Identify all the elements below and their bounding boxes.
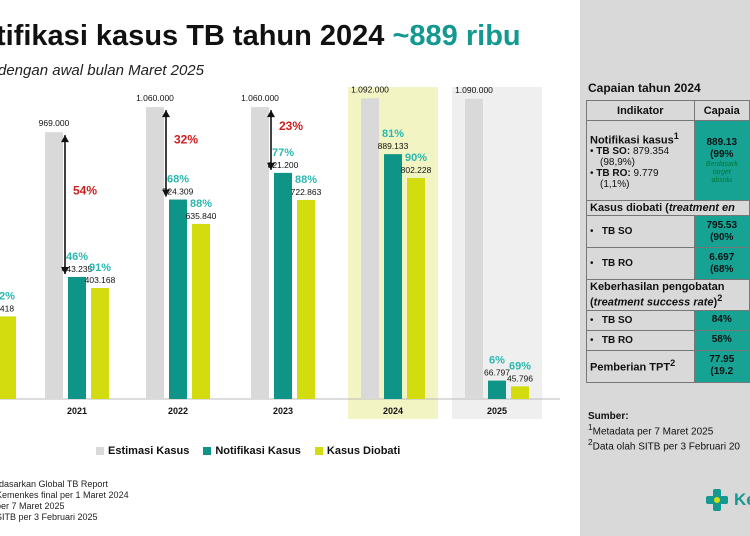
value-label-1-2021: 443.235 [62, 264, 93, 274]
sources: Sumber: 1Metadata per 7 Maret 2025 2Data… [588, 411, 740, 453]
gap-label-2022: 32% [174, 132, 198, 146]
col-indikator: Indikator [586, 100, 695, 121]
panel-title: Capaian tahun 2024 [588, 81, 701, 95]
value-label-2-2023: 722.863 [291, 187, 322, 197]
tpt-value: 77.95 (19.2 [693, 349, 750, 383]
footnote-4: SITB per 3 Februari 2025 [0, 512, 98, 522]
bar-2-2021 [91, 287, 109, 399]
pct-label-2-2025: 69% [509, 360, 531, 372]
logo-text: Ke [734, 490, 750, 509]
pct-label-2-2024: 90% [405, 152, 427, 164]
bar-1-2024 [384, 154, 402, 399]
bar-2-2025 [511, 386, 529, 399]
kemenkes-logo-icon [706, 489, 728, 511]
value-label-0-2022: 1.060.000 [136, 93, 174, 103]
value-label-1-2024: 889.133 [378, 141, 409, 151]
value-label-0-2023: 1.060.000 [241, 93, 279, 103]
bar-2-2024 [407, 178, 425, 399]
pct-label-1-2023: 77% [272, 147, 294, 159]
value-label-0-2024: 1.092.000 [351, 84, 389, 94]
pct-label-2-2021: 91% [89, 262, 111, 274]
bar-0-2023 [251, 107, 269, 399]
legend-item-estimasi: Estimasi Kasus [96, 445, 189, 457]
footnotes: rdasarkan Global TB Report Kemenkes fina… [0, 479, 129, 523]
value-label-1-2025: 66.797 [484, 368, 510, 378]
title-accent: ~889 ribu [392, 20, 521, 52]
bar-2-2022 [192, 223, 210, 399]
legend-item-diobati: Kasus Diobati [314, 445, 400, 457]
pct-label-1-2025: 6% [489, 355, 505, 367]
tick-label-2024: 2024 [383, 406, 403, 416]
gap-arrow-head-bottom-2021 [61, 266, 69, 274]
tpt-label: Pemberian TPT2 [586, 349, 695, 383]
success-header: Keberhasilan pengobatan (treatment succes… [586, 279, 750, 311]
gap-arrow-head-top-2021 [61, 135, 69, 143]
gap-arrow-head-top-2023 [267, 110, 275, 118]
bar-1-2021 [68, 276, 86, 399]
pct-label-1-2021: 46% [66, 251, 88, 263]
bar-0-2025 [465, 98, 483, 399]
pct-label-2-2023: 88% [295, 174, 317, 186]
bar-1-2022 [169, 199, 187, 399]
legend-item-notifikasi: Notifikasi Kasus [203, 445, 301, 457]
capaian-panel: Capaian tahun 2024 Indikator Capaia Noti… [580, 0, 750, 536]
value-label-2-2020: 418 [0, 303, 14, 313]
value-label-0-2021: 969.000 [39, 118, 70, 128]
notif-cell: Notifikasi kasus1 • TB SO: 879.354 (98,9… [586, 120, 695, 201]
gap-label-2023: 23% [279, 119, 303, 133]
chart-legend: Estimasi Kasus Notifikasi Kasus Kasus Di… [96, 445, 400, 457]
tick-label-2023: 2023 [273, 406, 293, 416]
gap-arrow-head-bottom-2023 [267, 162, 275, 170]
value-label-2-2021: 403.168 [85, 275, 116, 285]
footnote-1: rdasarkan Global TB Report [0, 479, 108, 489]
gap-arrow-head-bottom-2022 [162, 189, 170, 197]
success-ro-label: • TB RO [586, 329, 695, 351]
gap-label-2021: 54% [73, 184, 97, 198]
treat-ro-value: 6.697 (68% [693, 247, 750, 280]
treat-so-value: 795.53 (90% [693, 215, 750, 248]
tick-label-2025: 2025 [487, 406, 507, 416]
page-subtitle: dengan awal bulan Maret 2025 [0, 62, 204, 79]
page-title: tifikasi kasus TB tahun 2024 ~889 ribu [0, 20, 521, 52]
treat-ro-label: • TB RO [586, 247, 695, 280]
tick-label-2022: 2022 [168, 406, 188, 416]
bar-0-2022 [146, 107, 164, 399]
pct-label-2-2022: 88% [190, 198, 212, 210]
bar-0-2021 [45, 132, 63, 400]
bar-0-2024 [361, 98, 379, 400]
value-label-1-2023: 821.200 [268, 160, 299, 170]
notif-value: 889.13 (99% Berdasark target absolu [693, 120, 750, 201]
tick-label-2021: 2021 [67, 406, 87, 416]
gap-arrow-head-top-2022 [162, 110, 170, 118]
pct-label-2-2020: 2% [0, 290, 15, 302]
value-label-2-2022: 635.840 [186, 211, 217, 221]
pct-label-1-2022: 68% [167, 174, 189, 186]
treat-header: Kasus diobati (treatment en [586, 200, 750, 216]
value-label-2-2024: 802.228 [401, 165, 432, 175]
value-label-0-2025: 1.090.000 [455, 85, 493, 95]
footnote-3: per 7 Maret 2025 [0, 501, 65, 511]
pct-label-1-2024: 81% [382, 128, 404, 140]
success-so-label: • TB SO [586, 309, 695, 331]
capaian-table: Indikator Capaia Notifikasi kasus1 • TB … [586, 100, 750, 383]
treat-so-label: • TB SO [586, 215, 695, 248]
footnote-2: Kemenkes final per 1 Maret 2024 [0, 490, 129, 500]
col-capaian: Capaia [693, 100, 750, 121]
value-label-1-2022: 724.309 [163, 187, 194, 197]
success-so-value: 84% [693, 309, 750, 331]
bar-2-2023 [297, 199, 315, 399]
value-label-2-2025: 45.796 [507, 373, 533, 383]
success-ro-value: 58% [693, 329, 750, 351]
bar-1-2023 [274, 172, 292, 399]
bar-2-2020 [0, 316, 16, 399]
bar-1-2025 [488, 380, 506, 399]
